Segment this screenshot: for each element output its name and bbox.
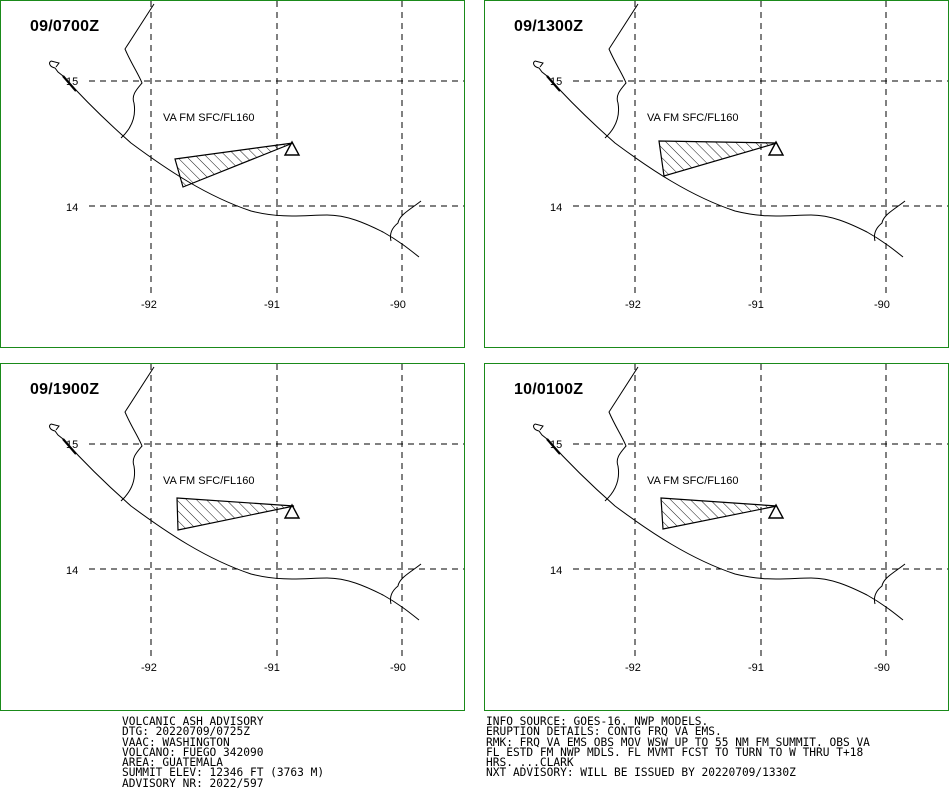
coast-detail bbox=[62, 75, 77, 92]
advisory-details-text: INFO SOURCE: GOES-16. NWP MODELS. ERUPTI… bbox=[486, 715, 870, 780]
ash-map: VA FM SFC/FL160 15 14 -92 -91 -90 bbox=[49, 1, 464, 311]
va-level-label: VA FM SFC/FL160 bbox=[163, 112, 255, 124]
longitude-label: -92 bbox=[625, 299, 641, 311]
volcano-triangle-icon bbox=[283, 503, 301, 519]
advisory-dtg: DTG: 20220709/0725Z bbox=[122, 725, 250, 739]
longitude-label: -90 bbox=[874, 662, 890, 674]
coast-detail bbox=[534, 60, 544, 68]
volcano-triangle-icon bbox=[767, 140, 785, 156]
coast-detail bbox=[546, 75, 561, 92]
country-border-west bbox=[604, 366, 639, 502]
coast-detail bbox=[534, 423, 544, 431]
advisory-eruption-details: ERUPTION DETAILS: CONTG FRQ VA EMS. bbox=[486, 725, 722, 739]
forecast-panel-0100z: VA FM SFC/FL160 15 14 -92 -91 -90 10/0100Z bbox=[484, 363, 949, 711]
forecast-panel-0700z: VA FM SFC/FL160 15 14 -92 -91 -90 09/0700Z bbox=[0, 0, 465, 348]
ash-map: VA FM SFC/FL160 15 14 -92 -91 -90 bbox=[533, 364, 948, 674]
longitude-label: -92 bbox=[141, 299, 157, 311]
coastline bbox=[533, 60, 904, 258]
coast-detail bbox=[50, 423, 60, 431]
country-border-east bbox=[874, 200, 906, 242]
va-level-label: VA FM SFC/FL160 bbox=[647, 112, 739, 124]
longitude-label: -91 bbox=[264, 299, 280, 311]
advisory-next: NXT ADVISORY: WILL BE ISSUED BY 20220709… bbox=[486, 766, 796, 780]
panel-time-label: 09/1300Z bbox=[514, 18, 584, 35]
panel-time-label: 09/0700Z bbox=[30, 18, 100, 35]
advisory-vaac: VAAC: WASHINGTON bbox=[122, 735, 230, 749]
advisory-summit-elev: SUMMIT ELEV: 12346 FT (3763 M) bbox=[122, 766, 325, 780]
longitude-label: -91 bbox=[748, 299, 764, 311]
advisory-title: VOLCANIC ASH ADVISORY bbox=[122, 715, 264, 728]
latitude-label: 14 bbox=[550, 565, 562, 577]
latitude-label: 15 bbox=[550, 76, 562, 88]
coast-detail bbox=[50, 60, 60, 68]
forecast-panel-1300z: VA FM SFC/FL160 15 14 -92 -91 -90 09/1300Z bbox=[484, 0, 949, 348]
longitude-label: -90 bbox=[390, 299, 406, 311]
country-border-west bbox=[120, 366, 155, 502]
coastline bbox=[533, 423, 904, 621]
ash-cloud-polygon bbox=[176, 497, 295, 531]
latitude-label: 14 bbox=[66, 202, 78, 214]
ash-map: VA FM SFC/FL160 15 14 -92 -91 -90 bbox=[533, 1, 948, 311]
latitude-label: 15 bbox=[66, 76, 78, 88]
latitude-label: 15 bbox=[550, 439, 562, 451]
coast-detail bbox=[62, 438, 77, 455]
longitude-label: -92 bbox=[625, 662, 641, 674]
country-border-east bbox=[874, 563, 906, 605]
longitude-label: -90 bbox=[874, 299, 890, 311]
country-border-west bbox=[604, 3, 639, 139]
ash-cloud-polygon bbox=[660, 497, 778, 530]
va-level-label: VA FM SFC/FL160 bbox=[163, 475, 255, 487]
panel-time-label: 09/1900Z bbox=[30, 381, 100, 398]
advisory-remark-line-1: RMK: FRQ VA EMS OBS MOV WSW UP TO 55 NM … bbox=[486, 735, 870, 749]
longitude-label: -90 bbox=[390, 662, 406, 674]
country-border-west bbox=[120, 3, 155, 139]
volcano-triangle-icon bbox=[767, 503, 785, 519]
country-border-east bbox=[390, 200, 422, 242]
ash-cloud-polygon bbox=[174, 142, 294, 188]
va-level-label: VA FM SFC/FL160 bbox=[647, 475, 739, 487]
latitude-label: 14 bbox=[66, 565, 78, 577]
coast-detail bbox=[546, 438, 561, 455]
longitude-label: -92 bbox=[141, 662, 157, 674]
advisory-info-source: INFO SOURCE: GOES-16. NWP MODELS. bbox=[486, 715, 709, 728]
advisory-header-text: VOLCANIC ASH ADVISORY DTG: 20220709/0725… bbox=[122, 715, 325, 790]
advisory-number: ADVISORY NR: 2022/597 bbox=[122, 776, 264, 790]
forecast-panel-1900z: VA FM SFC/FL160 15 14 -92 -91 -90 09/1900Z bbox=[0, 363, 465, 711]
latitude-label: 14 bbox=[550, 202, 562, 214]
longitude-label: -91 bbox=[264, 662, 280, 674]
advisory-remark-line-3: HRS. ...CLARK bbox=[486, 756, 574, 770]
advisory-remark-line-2: FL ESTD FM NWP MDLS. FL MVMT FCST TO TUR… bbox=[486, 745, 864, 759]
advisory-volcano: VOLCANO: FUEGO 342090 bbox=[122, 745, 264, 759]
coastline bbox=[49, 423, 420, 621]
volcano-triangle-icon bbox=[283, 140, 301, 156]
panel-time-label: 10/0100Z bbox=[514, 381, 584, 398]
ash-map: VA FM SFC/FL160 15 14 -92 -91 -90 bbox=[49, 364, 464, 674]
advisory-area: AREA: GUATEMALA bbox=[122, 756, 224, 770]
latitude-label: 15 bbox=[66, 439, 78, 451]
longitude-label: -91 bbox=[748, 662, 764, 674]
ash-cloud-polygon bbox=[658, 140, 778, 177]
coastline bbox=[49, 60, 420, 258]
country-border-east bbox=[390, 563, 422, 605]
